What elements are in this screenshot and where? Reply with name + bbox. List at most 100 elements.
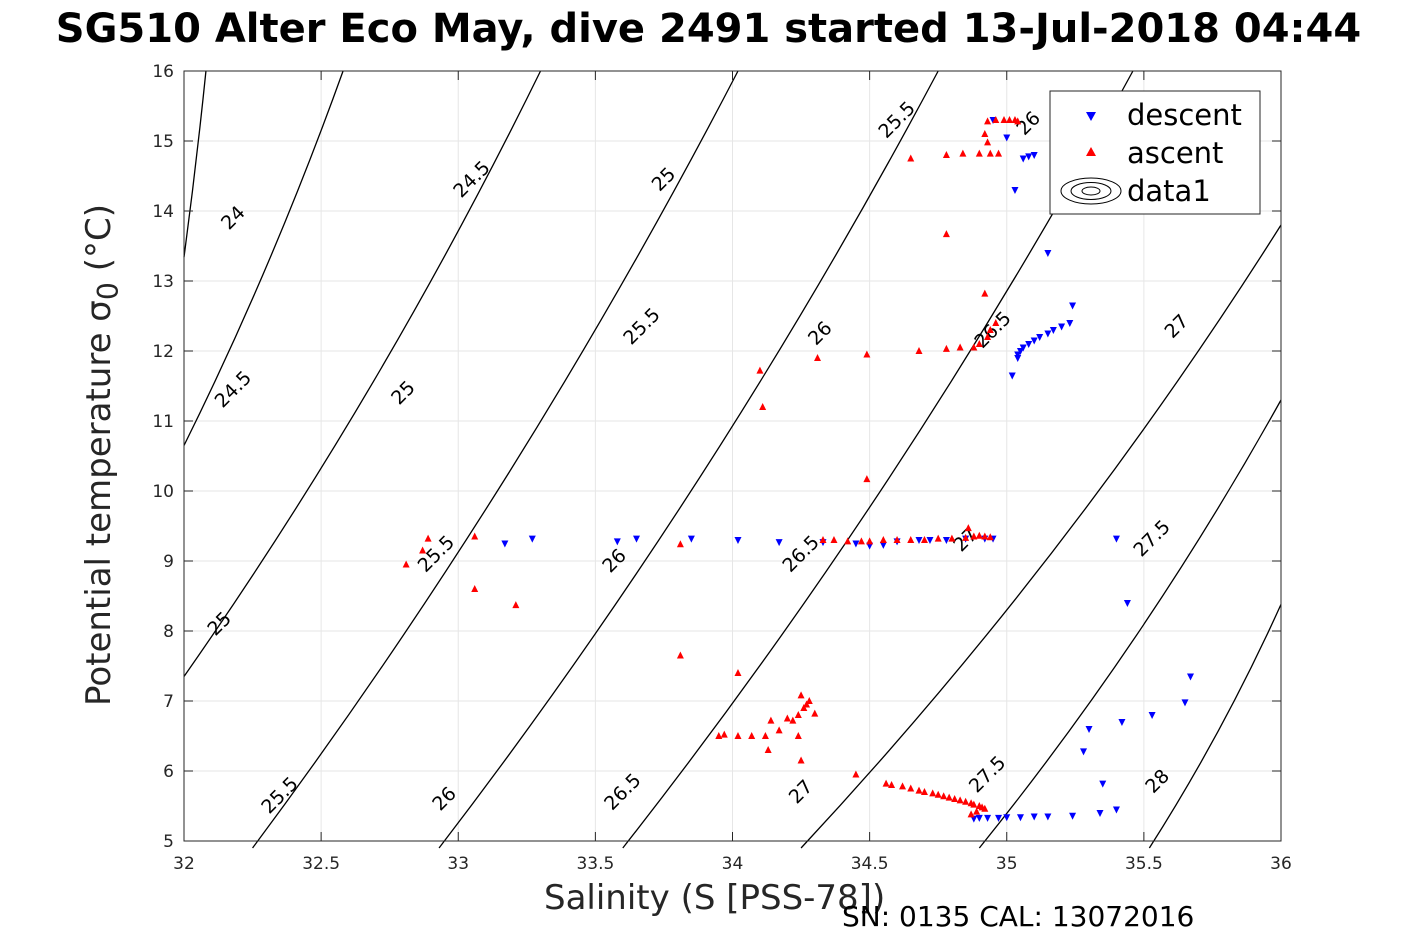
ascent-point — [471, 585, 479, 592]
isopycnal-line — [978, 399, 1282, 849]
ascent-point — [863, 350, 871, 358]
descent-point — [879, 541, 887, 549]
ascent-point — [783, 714, 791, 722]
ascent-point — [676, 540, 684, 548]
ascent-point — [959, 149, 967, 157]
descent-point — [1058, 323, 1066, 331]
x-tick-label: 33 — [447, 854, 469, 874]
x-tick-label: 33.5 — [576, 854, 614, 874]
ascent-point — [984, 333, 992, 340]
isopycnal-line — [183, 70, 207, 258]
legend-ascent-label: ascent — [1127, 136, 1223, 170]
descent-point — [1008, 372, 1016, 380]
ascent-point — [882, 779, 890, 787]
ascent-point — [775, 726, 783, 734]
ascent-point — [975, 149, 983, 157]
ascent-point — [984, 117, 992, 125]
y-tick-label: 9 — [163, 552, 174, 572]
descent-point — [1049, 327, 1057, 334]
descent-point — [1003, 814, 1011, 822]
x-tick-label: 35.5 — [1125, 854, 1163, 874]
ascent-point — [992, 319, 1000, 326]
ascent-point — [893, 536, 901, 543]
ascent-point — [981, 532, 989, 540]
ascent-point — [995, 149, 1003, 157]
ascent-point — [970, 343, 978, 351]
ascent-point — [797, 756, 805, 764]
descent-point — [975, 814, 983, 822]
ascent-point — [764, 746, 772, 753]
descent-point — [501, 540, 509, 548]
y-tick-label: 10 — [152, 482, 174, 502]
descent-point — [775, 539, 783, 547]
descent-point — [1030, 152, 1038, 159]
y-tick-label: 11 — [152, 412, 174, 432]
ascent-point — [929, 789, 937, 797]
ascent-point — [844, 537, 852, 545]
ascent-point — [934, 534, 942, 542]
ascent-point — [512, 601, 520, 609]
ascent-point — [419, 546, 427, 554]
ascent-point — [797, 691, 805, 699]
isopycnal-line — [183, 70, 542, 677]
ascent-point — [956, 343, 964, 351]
ascent-point — [1005, 116, 1013, 123]
descent-point — [1096, 810, 1104, 817]
ascent-point — [888, 781, 896, 788]
legend-descent-label: descent — [1127, 98, 1242, 132]
descent-point — [613, 538, 621, 546]
ascent-point — [907, 784, 915, 792]
legend-descent-marker — [1086, 112, 1096, 121]
ascent-point — [992, 116, 1000, 123]
descent-point — [1011, 187, 1019, 194]
ascent-point — [805, 697, 813, 704]
isopycnal-line — [438, 70, 939, 849]
ascent-point — [948, 534, 956, 542]
ascent-point — [915, 786, 923, 794]
x-tick-label: 35 — [996, 854, 1018, 874]
ascent-point — [981, 804, 989, 812]
ascent-point — [920, 788, 928, 795]
ascent-point — [794, 711, 802, 718]
legend-contour-icon — [1060, 177, 1122, 205]
ascent-point — [975, 340, 983, 347]
x-tick-label: 34.5 — [851, 854, 889, 874]
descent-point — [1066, 320, 1074, 327]
ascent-point — [920, 536, 928, 543]
chart-title: SG510 Alter Eco May, dive 2491 started 1… — [55, 6, 1362, 52]
ascent-point — [756, 366, 764, 374]
ascent-point — [830, 536, 838, 543]
ascent-point — [970, 800, 978, 808]
descent-point — [1044, 250, 1052, 257]
ascent-point — [981, 130, 989, 137]
descent-point — [995, 814, 1003, 822]
descent-point — [1044, 813, 1052, 821]
ascent-point — [857, 537, 865, 545]
ascent-point — [942, 151, 950, 158]
descent-point — [1025, 153, 1033, 161]
ascent-point — [1000, 116, 1008, 123]
descent-point — [1069, 812, 1077, 820]
descent-point — [1030, 337, 1038, 345]
ascent-point — [940, 792, 948, 800]
descent-point — [1069, 302, 1077, 310]
ascent-point — [973, 807, 981, 815]
x-tick-label: 32.5 — [302, 854, 340, 874]
descent-point — [1014, 355, 1022, 362]
descent-point — [734, 537, 742, 544]
y-tick-label: 16 — [152, 62, 174, 82]
descent-point — [1036, 334, 1044, 341]
ascent-point — [734, 669, 742, 676]
y-tick-label: 12 — [152, 342, 174, 362]
ascent-point — [934, 790, 942, 798]
x-tick-label: 36 — [1270, 854, 1292, 874]
y-tick-label: 8 — [163, 622, 174, 642]
ascent-point — [715, 732, 723, 739]
descent-point — [852, 540, 860, 548]
isopycnal-line — [1148, 604, 1282, 849]
descent-point — [915, 537, 923, 544]
ascent-point — [819, 536, 827, 543]
descent-point — [1016, 814, 1024, 822]
descent-point — [1099, 780, 1107, 788]
